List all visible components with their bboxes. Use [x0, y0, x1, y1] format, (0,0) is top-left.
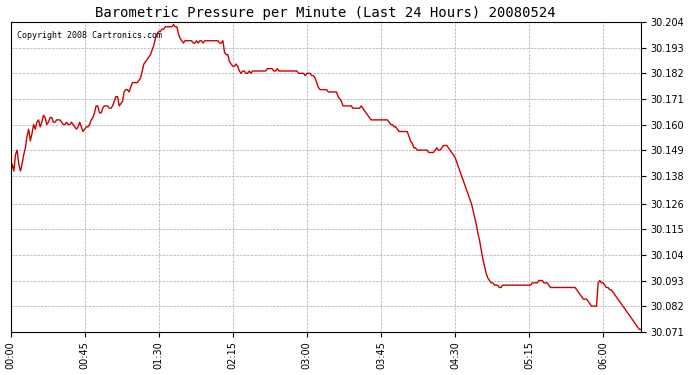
Text: Copyright 2008 Cartronics.com: Copyright 2008 Cartronics.com	[17, 32, 162, 40]
Title: Barometric Pressure per Minute (Last 24 Hours) 20080524: Barometric Pressure per Minute (Last 24 …	[95, 6, 556, 20]
